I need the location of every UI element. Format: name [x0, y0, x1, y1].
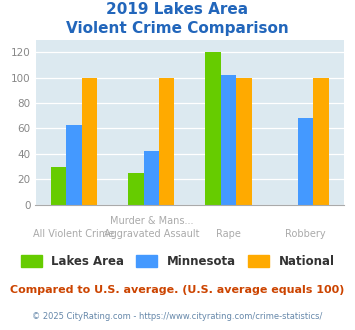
- Text: Murder & Mans...: Murder & Mans...: [110, 216, 193, 226]
- Text: 2019 Lakes Area: 2019 Lakes Area: [106, 2, 248, 16]
- Text: Violent Crime Comparison: Violent Crime Comparison: [66, 21, 289, 36]
- Legend: Lakes Area, Minnesota, National: Lakes Area, Minnesota, National: [16, 250, 339, 273]
- Bar: [143, 151, 159, 205]
- Text: Rape: Rape: [216, 229, 241, 239]
- Bar: [82, 78, 97, 205]
- Bar: [205, 52, 221, 205]
- Bar: [236, 78, 252, 205]
- Text: Aggravated Assault: Aggravated Assault: [104, 229, 199, 239]
- Bar: [128, 173, 143, 205]
- Bar: [221, 75, 236, 205]
- Bar: [298, 118, 313, 205]
- Bar: [51, 167, 66, 205]
- Text: Robbery: Robbery: [285, 229, 326, 239]
- Text: © 2025 CityRating.com - https://www.cityrating.com/crime-statistics/: © 2025 CityRating.com - https://www.city…: [32, 312, 323, 321]
- Bar: [66, 125, 82, 205]
- Text: Compared to U.S. average. (U.S. average equals 100): Compared to U.S. average. (U.S. average …: [10, 285, 345, 295]
- Bar: [159, 78, 174, 205]
- Text: All Violent Crime: All Violent Crime: [33, 229, 115, 239]
- Bar: [313, 78, 329, 205]
